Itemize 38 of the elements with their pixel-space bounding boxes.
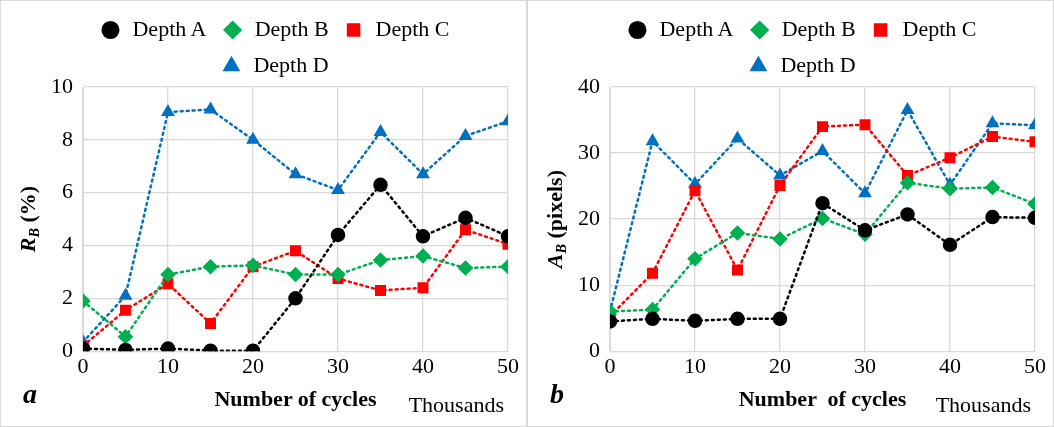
y-tick-label: 40 (578, 72, 600, 98)
legend-label: Depth D (780, 51, 856, 77)
text: a (23, 378, 37, 410)
x-tick-label: 20 (769, 353, 791, 379)
x-tick-label: 10 (157, 353, 179, 379)
y-axis-title: RB (%) (14, 185, 43, 254)
x-tick-label: 40 (412, 353, 434, 379)
legend-label: Depth A (132, 15, 207, 41)
legend-label: Depth B (254, 15, 329, 41)
x-tick-label: 0 (604, 353, 616, 379)
y-tick-label: 6 (62, 178, 73, 204)
text: Thousands (408, 391, 504, 417)
x-tick-label: 10 (684, 353, 706, 379)
y-tick-label: 0 (589, 336, 600, 362)
y-tick-label: 4 (62, 231, 73, 257)
legend-label: Depth C (375, 15, 450, 41)
legend-label: Depth B (781, 15, 856, 41)
x-tick-label: 50 (497, 353, 519, 379)
y-tick-label: 0 (62, 336, 73, 362)
x-axis-title: Number of cycles (214, 386, 377, 412)
x-tick-label: 50 (1024, 353, 1046, 379)
legend-label: Depth C (902, 15, 977, 41)
y-tick-label: 10 (51, 72, 73, 98)
legend-label: Depth D (253, 51, 329, 77)
y-tick-label: 8 (62, 125, 73, 151)
y-axis-title: AB (pixels) (541, 170, 570, 271)
text: Thousands (935, 391, 1031, 417)
x-axis-title: Number of cycles (738, 386, 907, 412)
text: b (550, 378, 564, 410)
x-tick-label: 30 (854, 353, 876, 379)
y-tick-label: 10 (578, 270, 600, 296)
x-tick-label: 40 (939, 353, 961, 379)
x-tick-label: 30 (327, 353, 349, 379)
legend-label: Depth A (659, 15, 734, 41)
x-tick-label: 20 (242, 353, 264, 379)
y-tick-label: 30 (578, 138, 600, 164)
y-tick-label: 20 (578, 204, 600, 230)
y-tick-label: 2 (62, 284, 73, 310)
